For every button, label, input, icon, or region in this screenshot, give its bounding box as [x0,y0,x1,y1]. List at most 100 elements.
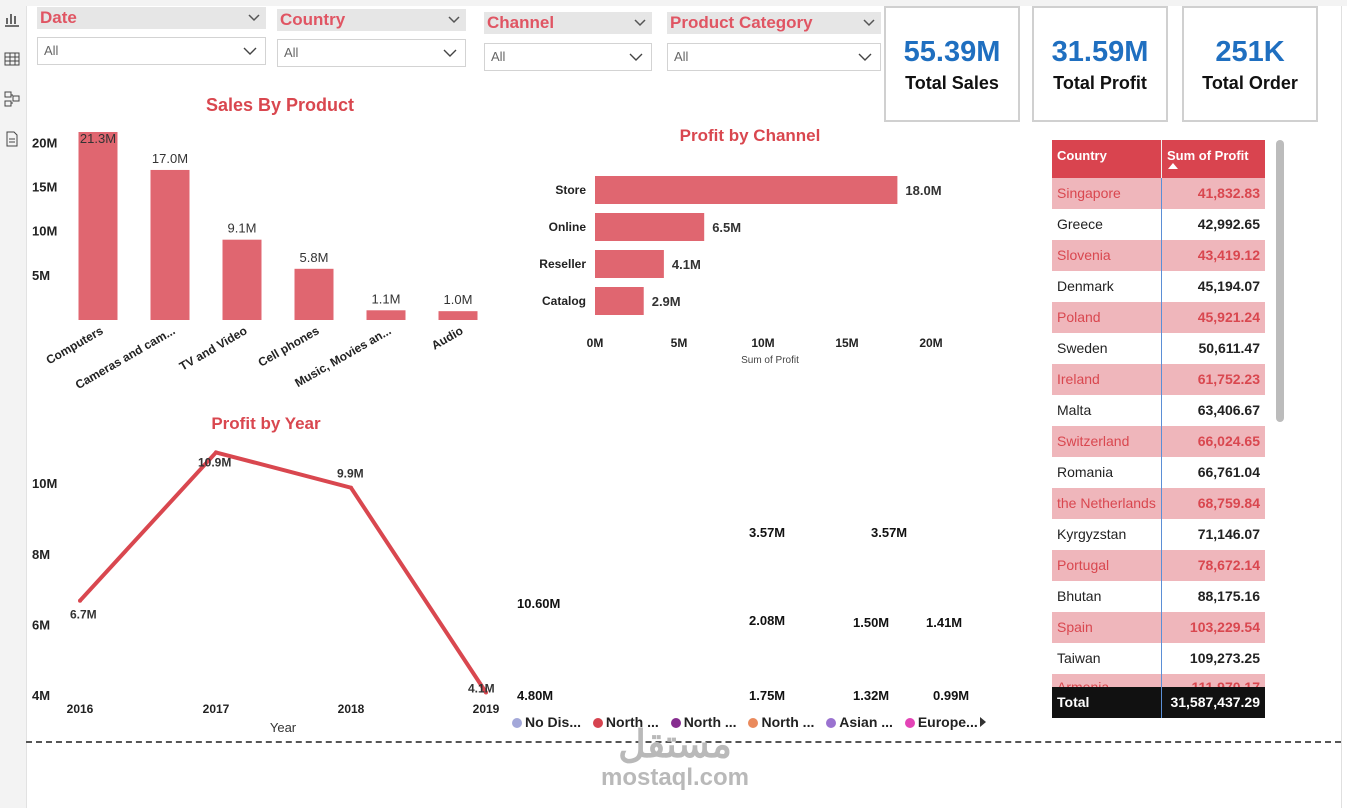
data-point [78,598,82,603]
treemap-tile[interactable]: No Discount 10.60M [511,416,743,614]
year-x-axis-label: Year [270,720,297,735]
slicer-country-dropdown[interactable]: All [277,39,466,67]
kpi-card-total-profit[interactable]: 31.59M Total Profit [1032,6,1168,122]
legend-next-arrow-icon[interactable] [978,716,988,728]
legend-item[interactable]: North ... [748,714,814,730]
bar[interactable] [595,287,644,315]
bar[interactable] [595,250,664,278]
tile-value: 1.50M [853,615,890,630]
legend-swatch [904,718,915,728]
profit-by-country-table[interactable]: Country Sum of Profit Singapore 41,832.83… [1052,140,1265,718]
bar[interactable] [438,311,478,320]
table-row[interactable]: Ireland 61,752.23 [1052,364,1265,395]
bar[interactable] [150,169,190,320]
table-row[interactable]: Switzerland 66,024.65 [1052,426,1265,457]
profit-by-channel-title: Profit by Channel [679,126,821,145]
x-tick-label: Cell phones [256,323,322,369]
cell-profit: 42,992.65 [1197,216,1260,232]
chevron-down-icon [863,19,875,27]
bar[interactable] [595,213,705,241]
profit-by-year-chart[interactable]: Year 4M 6M 8M 10M 6.7M 2016 10.9M 2017 9.9M 2018 4… [26,440,516,740]
slicer-country-value: All [284,45,299,60]
table-row[interactable]: Greece 42,992.65 [1052,209,1265,240]
x-tick-label: 2017 [203,702,230,716]
legend-item[interactable]: Europe... [904,714,978,730]
slicer-date-dropdown[interactable]: All [37,37,266,65]
data-label: 9.9M [337,467,364,481]
report-view-icon[interactable] [3,10,21,28]
kpi-card-total-order[interactable]: 251K Total Order [1182,6,1318,122]
profit-line[interactable] [78,450,488,694]
profit-by-channel-chart[interactable]: Sum of Profit Store 18.0M Online 6.5M Resell… [520,160,980,370]
chevron-down-icon [634,19,646,27]
tile-value: 0.99M [933,688,970,703]
legend-item[interactable]: Asian ... [826,714,893,730]
table-row[interactable]: Bhutan 88,175.16 [1052,581,1265,612]
dax-query-icon[interactable] [3,130,21,148]
bar[interactable] [294,268,334,320]
y-tick-label: 20M [32,135,57,150]
data-label: 1.0M [444,292,473,307]
table-row[interactable]: Poland 45,921.24 [1052,302,1265,333]
slicer-channel-dropdown[interactable]: All [484,43,652,71]
column-header-country[interactable]: Country [1052,140,1162,178]
data-label: 5.8M [300,250,329,265]
bar[interactable] [222,239,262,320]
table-row[interactable]: Portugal 78,672.14 [1052,550,1265,581]
left-rail [0,0,27,808]
treemap-tile[interactable]: Asian ... 1.41M [920,543,988,633]
table-row[interactable]: Denmark 45,194.07 [1052,271,1265,302]
model-view-icon[interactable] [3,90,21,108]
slicer-product-category-dropdown[interactable]: All [667,43,881,71]
table-view-icon[interactable] [3,50,21,68]
cell-country: Switzerland [1052,426,1162,457]
slicer-country-title: Country [277,9,466,31]
legend-label: North ... [605,714,659,730]
table-scrollbar[interactable] [1276,140,1284,422]
treemap-tile[interactable]: Asian Su... 1.32M [847,633,927,706]
sales-by-product-title: Sales By Product [205,95,355,115]
tile-value: 1.75M [749,688,786,703]
legend-item[interactable]: North ... [670,714,737,730]
cell-country: Kyrgyzstan [1052,519,1162,550]
bar[interactable] [366,310,406,320]
cell-country: Portugal [1052,550,1162,581]
y-tick-label: Online [549,220,587,234]
bar[interactable] [78,132,118,320]
table-row[interactable]: Armenia 111,970.17 [1052,674,1265,687]
table-row[interactable]: Sweden 50,611.47 [1052,333,1265,364]
table-row[interactable]: Kyrgyzstan 71,146.07 [1052,519,1265,550]
data-point [484,690,488,695]
bar[interactable] [595,176,898,204]
treemap-tile[interactable]: North America Back-to-School P... 4.80M [511,614,743,706]
cell-profit: 45,194.07 [1197,278,1260,294]
table-row[interactable]: the Netherlands 68,759.84 [1052,488,1265,519]
table-row[interactable]: Taiwan 109,273.25 [1052,643,1265,674]
legend-item[interactable]: No Dis... [512,714,581,730]
table-row[interactable]: Malta 63,406.67 [1052,395,1265,426]
total-label: Total [1052,687,1162,718]
treemap-tile[interactable]: Asian Holid... 2.08M [743,543,847,631]
treemap-tile[interactable]: Europe... 1.50M [847,543,920,633]
kpi-card-total-sales[interactable]: 55.39M Total Sales [884,6,1020,122]
table-row[interactable]: Singapore 41,832.83 [1052,178,1265,209]
treemap-tile[interactable]: North America ... 3.57M [743,416,865,543]
cell-country: Greece [1052,209,1162,240]
discount-treemap[interactable]: No Discount 10.60M North America Back-to-… [511,416,988,706]
y-tick-label: Catalog [542,294,586,308]
x-tick-label: 5M [671,336,688,350]
watermark-arabic: مستقل [618,724,732,766]
cell-country: Poland [1052,302,1162,333]
treemap-tile[interactable]: Euro... 0.99M [927,633,988,706]
sort-ascending-icon [1168,163,1178,169]
cell-profit: 61,752.23 [1197,371,1260,387]
treemap-tile[interactable]: European H... 1.75M [743,631,847,706]
column-header-sum-of-profit[interactable]: Sum of Profit [1162,140,1265,178]
treemap-tile[interactable]: North America ... 3.57M [865,416,988,543]
table-row[interactable]: Spain 103,229.54 [1052,612,1265,643]
data-label: 1.1M [372,291,401,306]
legend-item[interactable]: North ... [592,714,659,730]
table-row[interactable]: Slovenia 43,419.12 [1052,240,1265,271]
table-row[interactable]: Romania 66,761.04 [1052,457,1265,488]
